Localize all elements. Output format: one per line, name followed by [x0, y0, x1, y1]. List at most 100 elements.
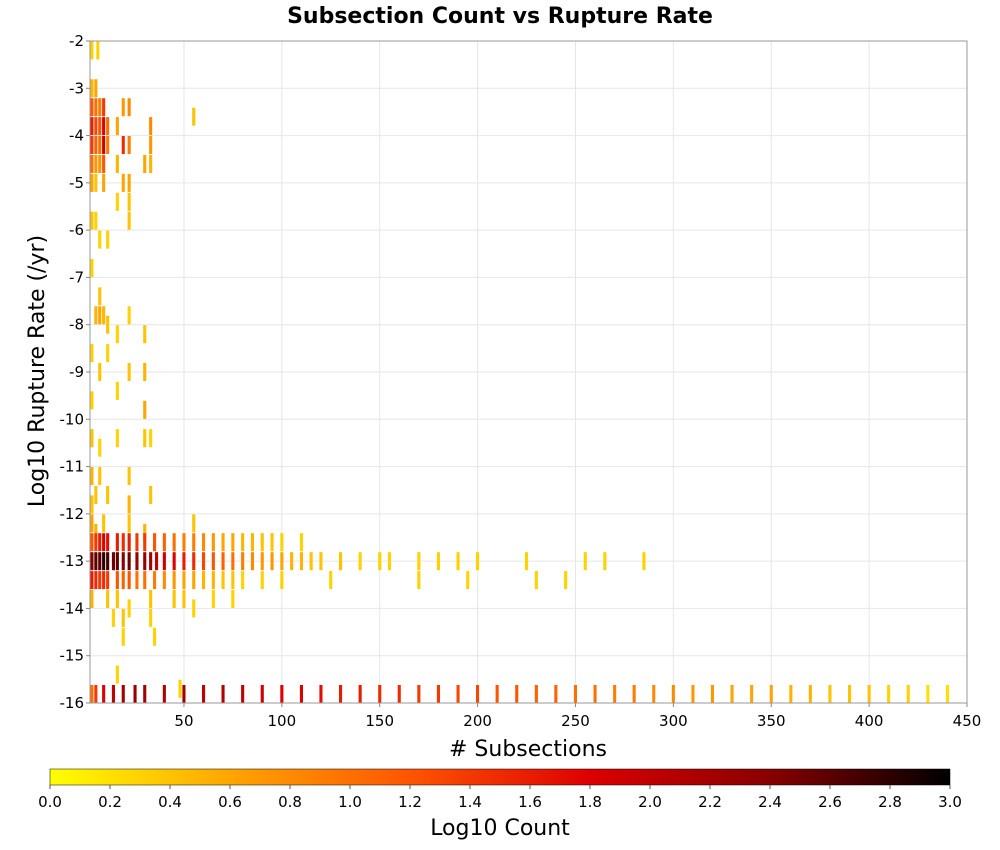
heatmap-cell — [111, 608, 115, 627]
heatmap-cell — [534, 685, 538, 703]
heatmap-cell — [945, 685, 949, 703]
heatmap-cell — [115, 429, 119, 448]
heatmap-cell — [106, 136, 110, 154]
heatmap-cell — [143, 363, 147, 381]
heatmap-cell — [162, 533, 166, 552]
heatmap-cell — [115, 155, 119, 173]
heatmap-cell — [90, 533, 94, 552]
y-tick-label: -15 — [60, 647, 85, 665]
heatmap-cell — [90, 173, 94, 192]
heatmap-cell — [106, 590, 110, 608]
heatmap-cell — [476, 685, 480, 703]
heatmap-cell — [115, 533, 119, 552]
y-tick-label: -16 — [60, 694, 85, 712]
heatmap-cell — [231, 533, 235, 552]
y-tick-label: -2 — [69, 32, 84, 50]
heatmap-cell — [121, 98, 125, 117]
colorbar-tick-label: 0.8 — [278, 793, 302, 811]
heatmap-cell — [710, 685, 714, 703]
heatmap-cell — [280, 571, 284, 590]
heatmap-cell — [750, 685, 754, 703]
colorbar-tick-label: 2.4 — [758, 793, 782, 811]
heatmap-cell — [270, 552, 274, 571]
heatmap-cell — [172, 590, 176, 608]
y-axis-label: Log10 Rupture Rate (/yr) — [25, 235, 50, 507]
y-tick-label: -4 — [69, 127, 84, 145]
heatmap-cell — [133, 685, 137, 703]
heatmap-cell — [98, 155, 102, 173]
heatmap-cell — [149, 136, 153, 154]
heatmap-cell — [848, 685, 852, 703]
heatmap-cell — [192, 533, 196, 552]
heatmap-cell — [642, 552, 646, 571]
colorbar-tick-label: 0.4 — [158, 793, 182, 811]
heatmap-cell — [808, 685, 812, 703]
heatmap-cell — [149, 552, 153, 571]
y-axis-ticks: -2 -3 -4 -5 -6 -7 -8 -9 -10 -11 -12 -13 -14 -15 -16 — [60, 32, 90, 712]
heatmap-cell — [121, 571, 125, 590]
heatmap-cell — [211, 571, 215, 590]
heatmap-cell — [94, 685, 98, 703]
heatmap-cell — [127, 173, 131, 192]
heatmap-cell — [127, 306, 131, 325]
colorbar-ticks: 0.0 0.2 0.4 0.6 0.8 1.0 1.2 1.4 1.6 1.8 2.0 2.2 2.4 2… — [38, 785, 962, 811]
heatmap-cell — [106, 486, 110, 504]
heatmap-cell — [94, 136, 98, 154]
heatmap-cell — [115, 665, 119, 684]
heatmap-cell — [260, 533, 264, 552]
colorbar-tick-label: 2.0 — [638, 793, 662, 811]
x-axis-ticks: 50 100 150 200 250 300 350 400 450 — [174, 703, 981, 730]
heatmap-cell — [730, 685, 734, 703]
y-tick-label: -10 — [60, 410, 85, 428]
heatmap-cell — [231, 590, 235, 608]
heatmap-cell — [94, 571, 98, 590]
heatmap-cell — [90, 79, 94, 98]
heatmap-cell — [250, 533, 254, 552]
heatmap-cell — [290, 552, 294, 571]
heatmap-cell — [436, 552, 440, 571]
x-tick-label: 50 — [174, 712, 193, 730]
heatmap-cell — [102, 117, 106, 136]
heatmap-cell — [280, 533, 284, 552]
heatmap-cell — [135, 571, 139, 590]
heatmap-cell — [456, 552, 460, 571]
colorbar-tick-label: 1.2 — [398, 793, 422, 811]
heatmap-cell — [309, 552, 313, 571]
heatmap-cell — [182, 590, 186, 608]
heatmap-cell — [241, 533, 245, 552]
heatmap-cell — [102, 173, 106, 192]
heatmap-cell — [149, 590, 153, 608]
heatmap-cell — [98, 230, 102, 249]
heatmap-cell — [202, 533, 206, 552]
heatmap-cell — [691, 685, 695, 703]
heatmap-cell — [127, 192, 131, 211]
heatmap-cell — [143, 523, 147, 542]
heatmap-cell — [121, 608, 125, 627]
heatmap-cell — [378, 685, 382, 703]
y-tick-label: -14 — [60, 599, 85, 617]
heatmap-cell — [270, 533, 274, 552]
heatmap-cell — [106, 571, 110, 590]
heatmap-cell — [241, 571, 245, 590]
heatmap-cell — [106, 344, 110, 363]
heatmap-cell — [828, 685, 832, 703]
heatmap-cell — [98, 533, 102, 552]
x-tick-label: 150 — [365, 712, 394, 730]
heatmap-cell — [867, 685, 871, 703]
heatmap-cell — [339, 685, 343, 703]
heatmap-cell — [299, 685, 303, 703]
y-tick-label: -8 — [69, 316, 84, 334]
heatmap-cell — [94, 117, 98, 136]
heatmap-cell — [143, 685, 147, 703]
heatmap-cell — [115, 571, 119, 590]
heatmap-cell — [106, 230, 110, 249]
heatmap-cell — [417, 685, 421, 703]
heatmap-cell — [632, 685, 636, 703]
heatmap-cell — [90, 495, 94, 514]
heatmap-cell — [121, 552, 125, 571]
colorbar — [49, 768, 951, 786]
heatmap-cell — [90, 344, 94, 363]
heatmap-cell — [456, 685, 460, 703]
heatmap-cell — [106, 552, 110, 571]
